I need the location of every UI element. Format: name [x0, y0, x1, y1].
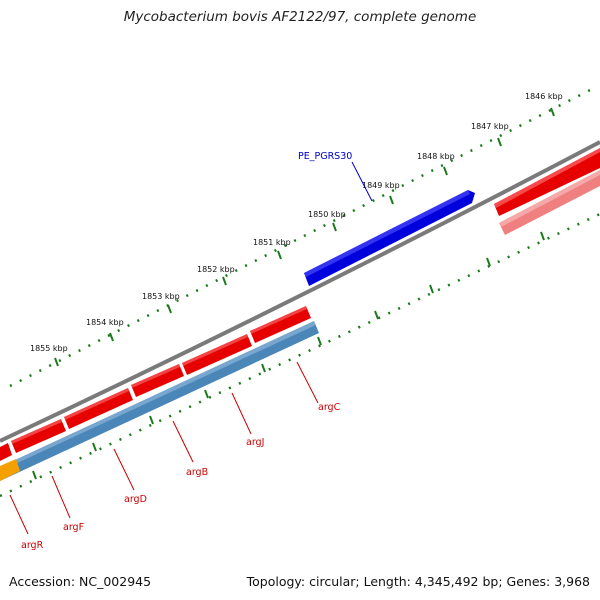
arg-operon-feature [0, 321, 319, 481]
major-tick [167, 304, 172, 314]
map-title: Mycobacterium bovis AF2122/97, complete … [123, 9, 477, 25]
tick-label: 1854 kbp [86, 318, 124, 327]
tick-label: 1846 kbp [525, 92, 563, 101]
gene-label-argJ: argJ [246, 437, 264, 448]
forward-gene-cluster [0, 306, 311, 461]
forward-gene [11, 419, 66, 453]
major-tick [389, 195, 394, 205]
major-tick [540, 231, 545, 241]
inner-tick-ring [0, 212, 600, 498]
tick-label: 1851 kbp [253, 238, 291, 247]
forward-gene [182, 334, 252, 375]
forward-gene [131, 364, 184, 397]
gene-label-argD: argD [124, 494, 147, 505]
outer-major-ticks [54, 107, 555, 367]
major-tick [32, 470, 37, 480]
major-tick [486, 257, 491, 267]
forward-gene-highlights [11, 306, 307, 444]
tick-label: 1847 kbp [471, 122, 509, 131]
genome-summary-text: Topology: circular; Length: 4,345,492 bp… [246, 574, 590, 589]
major-tick [204, 389, 209, 399]
tick-label: 1853 kbp [142, 292, 180, 301]
outer-tick-ring [9, 86, 595, 388]
orange-feature [0, 459, 20, 481]
forward-gene-right [494, 148, 600, 216]
gene-label-argR: argR [21, 540, 44, 551]
major-tick [149, 415, 154, 425]
tick-labels: 1846 kbp 1847 kbp 1848 kbp 1849 kbp 1850… [30, 92, 563, 353]
major-tick [317, 336, 322, 346]
forward-gene [64, 388, 133, 429]
accession-text: Accession: NC_002945 [9, 574, 152, 589]
genome-backbone [0, 140, 600, 443]
pe-pgrs30-feature [304, 190, 475, 286]
major-tick [497, 137, 502, 147]
major-tick [54, 357, 59, 367]
forward-gene [0, 443, 12, 461]
major-tick [261, 363, 266, 373]
major-tick [92, 442, 97, 452]
tick-label: 1849 kbp [362, 181, 400, 190]
arg-label-pointers [9, 361, 319, 535]
major-tick [374, 310, 379, 320]
major-tick [222, 276, 227, 286]
tick-label: 1850 kbp [308, 210, 346, 219]
tick-label: 1852 kbp [197, 265, 235, 274]
tick-label: 1848 kbp [417, 152, 455, 161]
tick-label: 1855 kbp [30, 344, 68, 353]
gene-label-argB: argB [186, 467, 208, 478]
major-tick [277, 250, 282, 260]
major-tick [429, 284, 434, 294]
major-tick [550, 107, 555, 117]
forward-gene [250, 306, 311, 343]
reverse-gene-right [499, 170, 600, 235]
pe-pgrs30-label: PE_PGRS30 [298, 151, 352, 162]
major-tick [332, 222, 337, 232]
arg-gene-labels: argC argJ argB argD argF argR [21, 402, 341, 551]
gene-label-argC: argC [318, 402, 341, 413]
gene-label-argF: argF [63, 522, 84, 533]
major-tick [109, 332, 114, 342]
pe-pgrs30-pointer [351, 161, 373, 202]
inner-major-ticks [32, 231, 545, 480]
major-tick [443, 166, 448, 176]
